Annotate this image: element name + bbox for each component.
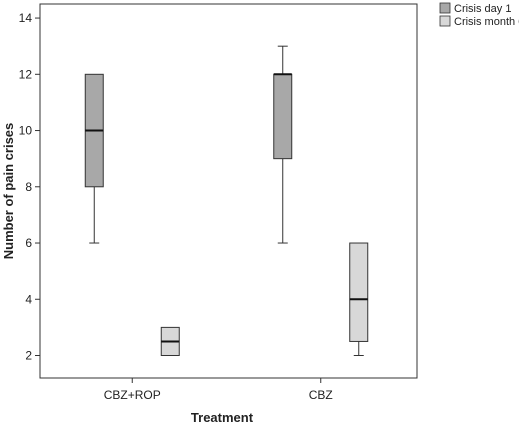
box-crisis-month-6-cbz xyxy=(349,242,369,357)
legend-swatch-crisis-day-1 xyxy=(439,2,451,14)
y-axis-title: Number of pain crises xyxy=(1,123,16,260)
y-tick-label: 2 xyxy=(25,349,32,363)
legend-label-crisis-day-1: Crisis day 1 xyxy=(454,3,511,15)
legend: Crisis day 1 Crisis month 6 xyxy=(439,2,519,28)
x-axis-title: Treatment xyxy=(191,410,254,423)
y-tick-label: 10 xyxy=(19,124,33,138)
box-crisis-day-1-cbz xyxy=(273,45,293,244)
box-crisis-day-1-cbz-rop xyxy=(84,73,104,244)
y-tick-label: 14 xyxy=(19,11,33,25)
y-tick-label: 8 xyxy=(25,180,32,194)
y-axis: 2 4 6 8 10 12 14 xyxy=(19,11,40,363)
box-iqr xyxy=(273,73,293,160)
box-series xyxy=(84,45,369,357)
y-tick-label: 6 xyxy=(25,236,32,250)
legend-swatch-crisis-month-6 xyxy=(439,15,451,27)
y-tick-label: 12 xyxy=(19,67,33,81)
box-iqr xyxy=(349,242,369,342)
x-axis: CBZ+ROP CBZ xyxy=(104,378,333,402)
x-tick-label: CBZ+ROP xyxy=(104,388,161,402)
legend-label-crisis-month-6: Crisis month 6 xyxy=(454,16,519,28)
y-tick-label: 4 xyxy=(25,292,32,306)
x-tick-label: CBZ xyxy=(309,388,333,402)
box-crisis-month-6-cbz-rop xyxy=(160,326,180,357)
